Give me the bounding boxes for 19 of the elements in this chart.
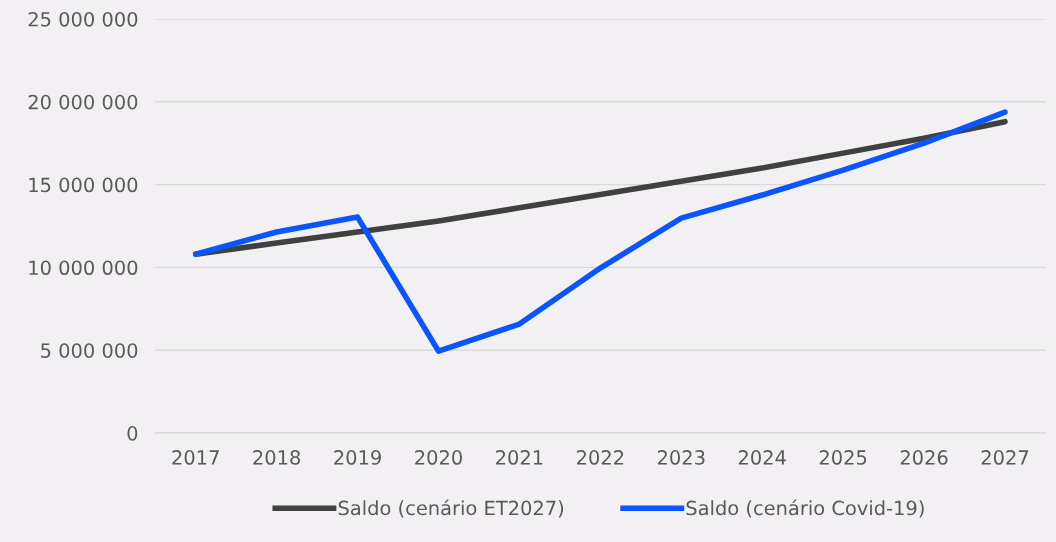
y-tick-label: 0 [127, 426, 138, 441]
x-tick-label: 2027 [981, 450, 1029, 465]
y-tick-label: 20 000 000 [28, 94, 138, 110]
x-tick-label: 2023 [657, 450, 705, 465]
x-tick-label: 2024 [738, 450, 786, 465]
x-tick-label: 2021 [496, 450, 543, 465]
y-tick-label: 10 000 000 [29, 260, 138, 276]
x-tick-label: 2017 [172, 450, 219, 465]
x-tick-label: 2025 [819, 450, 867, 465]
x-tick-label: 2020 [415, 450, 462, 465]
x-tick-label: 2022 [577, 450, 624, 465]
x-tick-label: 2019 [334, 450, 381, 465]
x-tick-label: 2026 [900, 450, 948, 465]
y-tick-label: 25 000 000 [28, 11, 138, 27]
legend-label: Saldo (cenário ET2027) [338, 499, 564, 518]
legend-label: Saldo (cenário Covid-19) [686, 499, 924, 518]
x-tick-label: 2018 [253, 450, 301, 465]
y-tick-label: 15 000 000 [29, 177, 138, 193]
y-tick-label: 5 000 000 [41, 343, 138, 358]
